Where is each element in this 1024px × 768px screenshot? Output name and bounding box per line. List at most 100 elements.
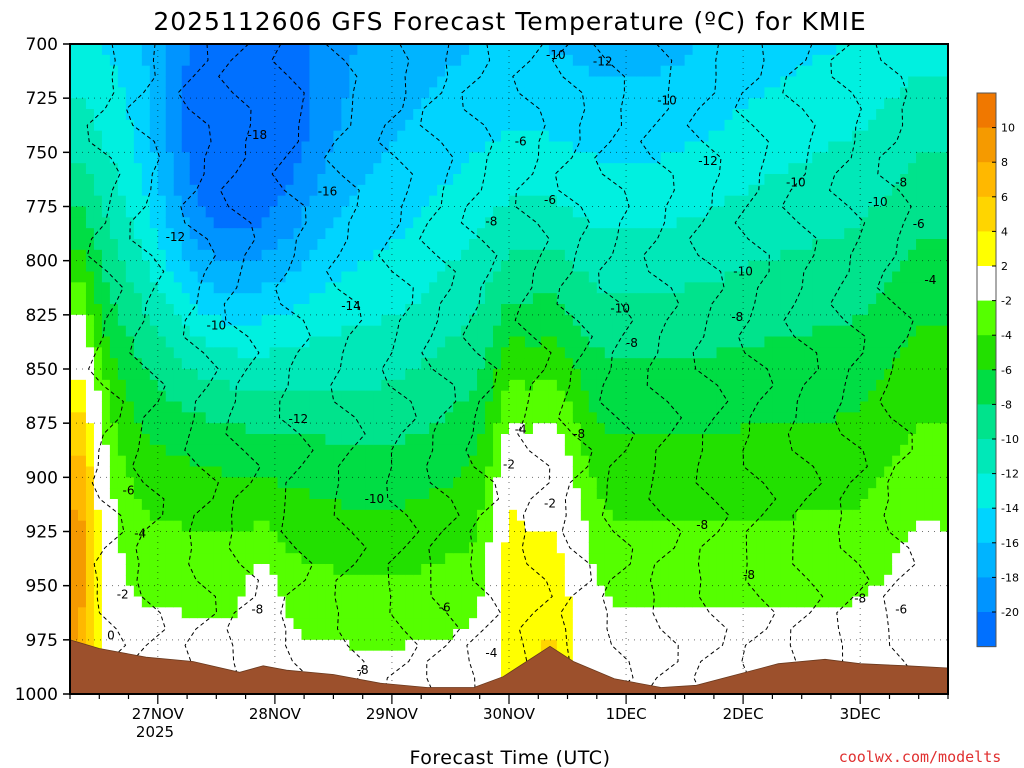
field-cell — [85, 260, 95, 273]
field-cell — [453, 553, 462, 565]
field-cell — [692, 314, 702, 327]
field-cell — [133, 174, 143, 186]
field-cell — [516, 499, 526, 511]
field-cell — [676, 109, 686, 121]
field-cell — [85, 434, 95, 446]
field-cell — [453, 119, 462, 132]
field-cell — [70, 271, 79, 283]
field-cell — [277, 249, 287, 262]
field-cell — [453, 401, 462, 413]
field-cell — [461, 325, 470, 338]
field-cell — [101, 119, 111, 132]
field-cell — [221, 661, 231, 673]
field-cell — [628, 499, 638, 511]
field-cell — [572, 184, 582, 197]
field-cell — [596, 44, 606, 56]
field-cell — [181, 488, 191, 500]
field-cell — [652, 401, 662, 413]
field-cell — [389, 184, 398, 197]
field-cell — [516, 629, 526, 641]
field-cell — [676, 98, 686, 110]
field-cell — [173, 596, 183, 608]
field-cell — [572, 228, 582, 240]
field-cell — [333, 65, 342, 78]
field-cell — [85, 141, 95, 153]
field-cell — [636, 531, 646, 543]
field-cell — [716, 661, 726, 673]
field-cell — [365, 477, 374, 489]
field-cell — [253, 76, 263, 88]
field-cell — [700, 553, 710, 565]
field-cell — [157, 174, 167, 186]
field-cell — [381, 650, 390, 663]
field-cell — [357, 293, 366, 305]
field-cell — [453, 152, 462, 164]
field-cell — [445, 618, 454, 630]
field-cell — [197, 455, 207, 468]
field-cell — [197, 76, 207, 88]
field-cell — [245, 444, 255, 457]
field-cell — [373, 585, 382, 598]
field-cell — [413, 217, 422, 229]
field-cell — [628, 434, 638, 446]
field-cell — [660, 477, 670, 489]
field-cell — [724, 76, 734, 88]
field-cell — [540, 260, 550, 273]
field-cell — [421, 87, 430, 99]
field-cell — [85, 271, 95, 283]
field-cell — [70, 585, 79, 598]
field-cell — [453, 228, 462, 240]
field-cell — [676, 325, 686, 338]
field-cell — [453, 444, 462, 457]
field-cell — [85, 184, 95, 197]
field-cell — [237, 228, 247, 240]
field-cell — [293, 119, 303, 132]
field-cell — [493, 585, 502, 598]
field-cell — [405, 455, 414, 468]
field-cell — [493, 542, 502, 554]
field-cell — [461, 130, 470, 143]
field-cell — [532, 596, 542, 608]
field-cell — [245, 596, 255, 608]
field-cell — [652, 434, 662, 446]
field-cell — [572, 206, 582, 218]
field-cell — [580, 249, 590, 262]
field-cell — [676, 195, 686, 208]
field-cell — [70, 293, 79, 305]
field-cell — [373, 531, 382, 543]
field-cell — [588, 76, 598, 88]
field-cell — [700, 639, 710, 652]
field-cell — [245, 520, 255, 533]
field-cell — [532, 466, 542, 478]
field-cell — [341, 217, 350, 229]
field-cell — [349, 336, 358, 348]
field-cell — [676, 184, 686, 197]
field-cell — [349, 369, 358, 381]
field-cell — [532, 336, 542, 348]
field-cell — [684, 455, 694, 468]
field-cell — [469, 390, 478, 403]
field-cell — [580, 217, 590, 229]
field-cell — [437, 282, 446, 294]
field-cell — [261, 174, 271, 186]
field-cell — [445, 44, 454, 56]
field-cell — [165, 239, 175, 251]
field-cell — [357, 130, 366, 143]
field-cell — [692, 488, 702, 500]
field-cell — [389, 98, 398, 110]
field-cell — [181, 76, 191, 88]
field-cell — [237, 553, 247, 565]
field-cell — [245, 423, 255, 435]
field-cell — [724, 564, 734, 576]
field-cell — [245, 152, 255, 164]
field-cell — [93, 217, 103, 229]
field-cell — [381, 499, 390, 511]
field-cell — [588, 325, 598, 338]
field-cell — [461, 629, 470, 641]
field-cell — [708, 423, 718, 435]
field-cell — [453, 564, 462, 576]
field-cell — [596, 390, 606, 403]
field-cell — [580, 379, 590, 392]
field-cell — [469, 336, 478, 348]
field-cell — [700, 423, 710, 435]
